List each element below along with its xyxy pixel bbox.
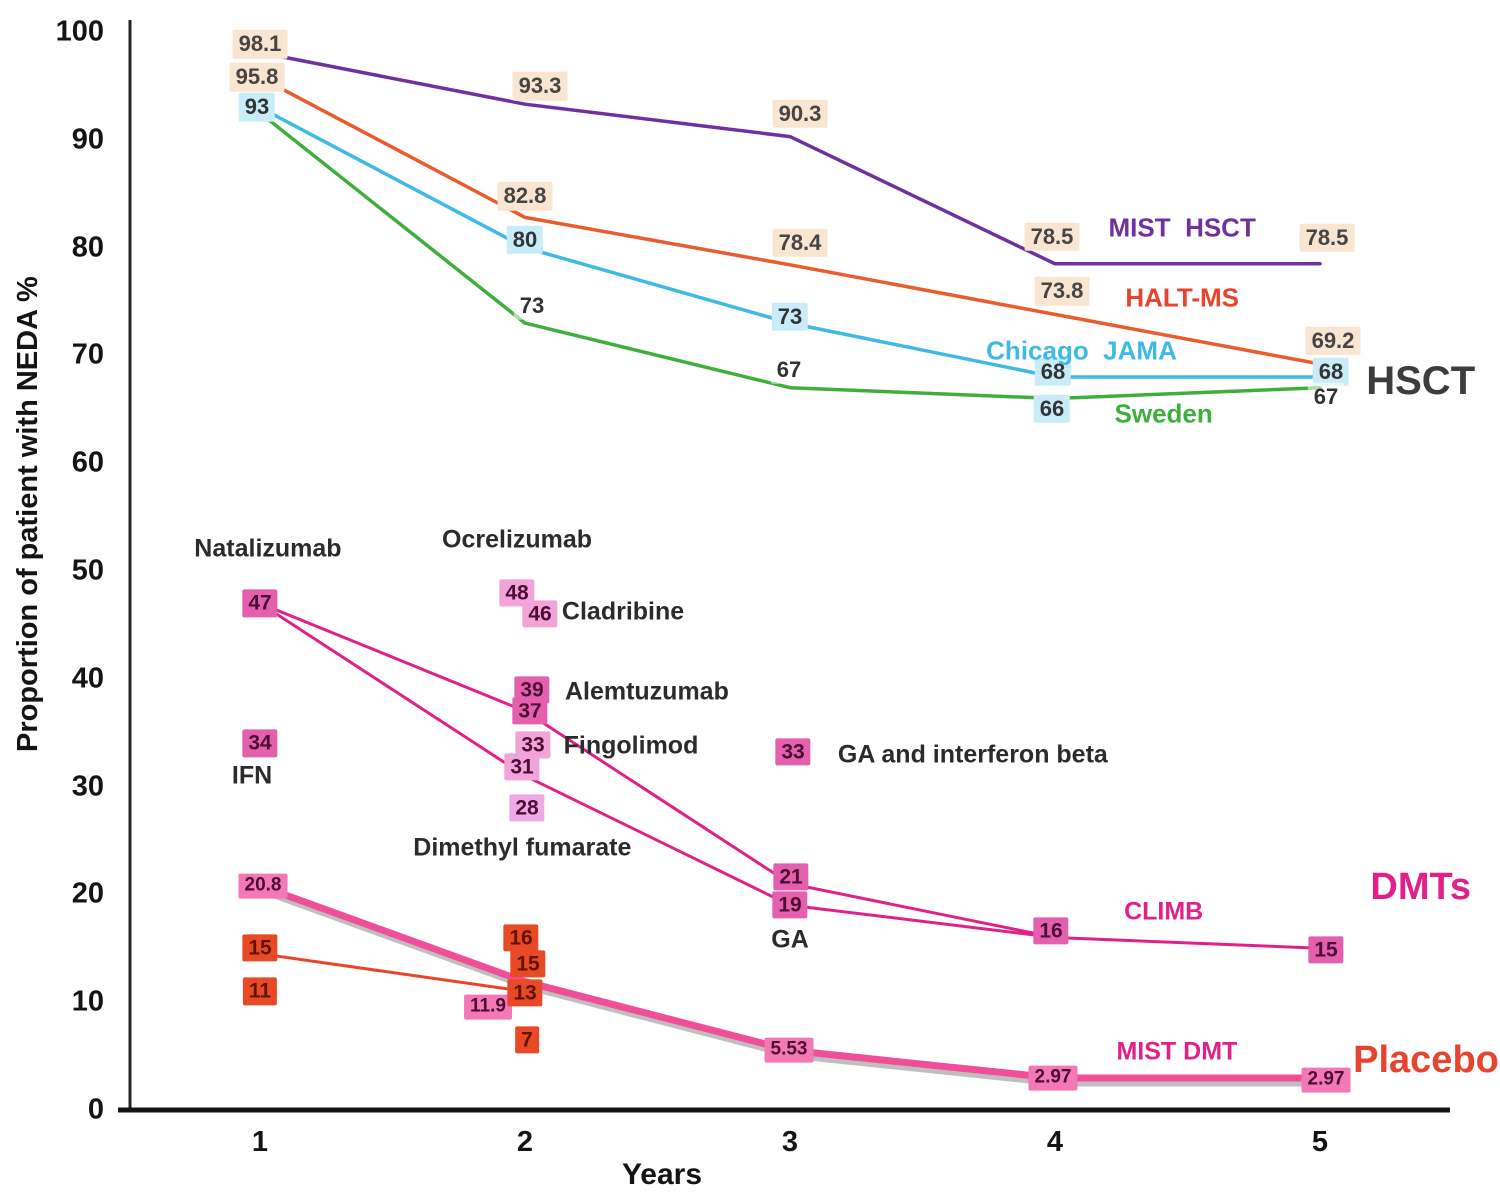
series-line-chicago-jama — [258, 105, 1322, 379]
x-axis-title: Years — [621, 1158, 703, 1191]
y-axis-title: Proportion of patient with NEDA % — [12, 276, 44, 752]
series-line-placebo — [258, 952, 527, 993]
series-layer — [256, 50, 1327, 1087]
series-line-mist-dmt — [256, 882, 1324, 1082]
series-line-climb — [258, 601, 1322, 950]
series-line-mist-hsct — [258, 50, 1322, 266]
series-line-halt-ms — [258, 75, 1322, 366]
series-line-climb-lower-branch — [258, 601, 1057, 939]
series-line-sweden — [258, 111, 1322, 401]
